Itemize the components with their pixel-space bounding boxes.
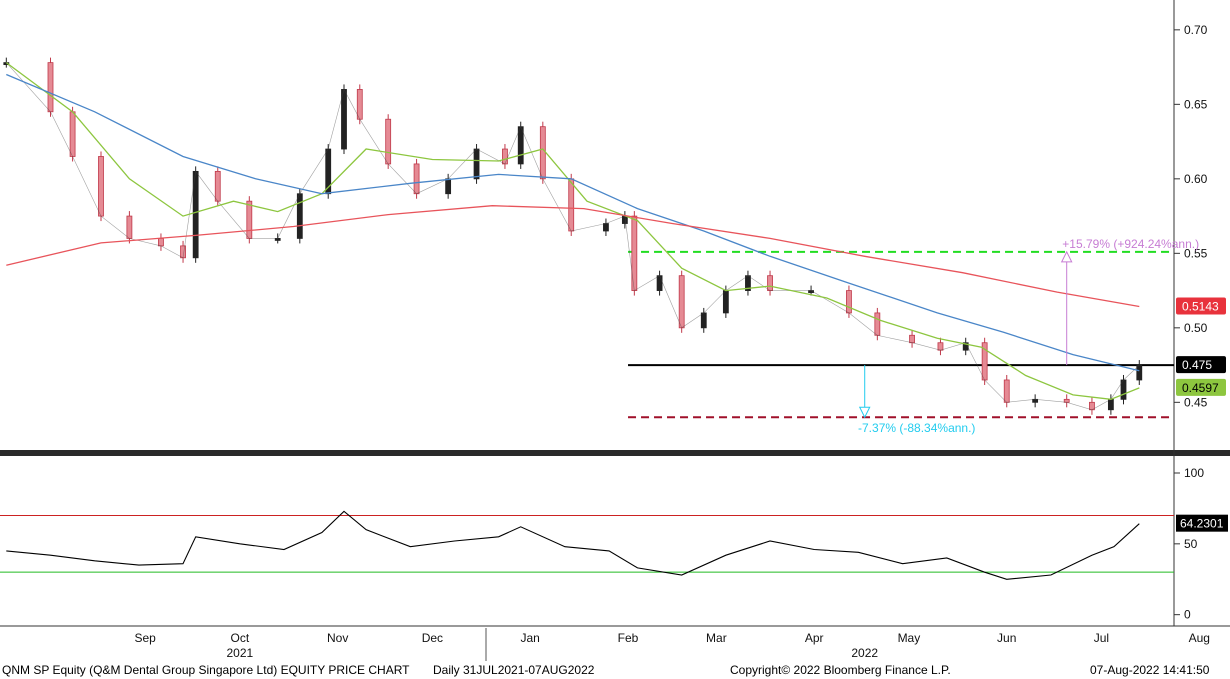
- indicator-tick-label: 100: [1184, 466, 1204, 480]
- candle-body: [341, 89, 347, 150]
- candle-body: [517, 126, 524, 165]
- panel-separator: [0, 450, 1230, 456]
- candle-body: [98, 156, 104, 217]
- indicator-tick-label: 50: [1184, 537, 1198, 551]
- price-close-line: [6, 62, 1140, 411]
- candle-body: [909, 334, 915, 344]
- footer-security-title: QNM SP Equity (Q&M Dental Group Singapor…: [2, 663, 410, 677]
- price-panel: [0, 0, 1174, 450]
- month-label: Aug: [1189, 631, 1210, 645]
- candle-body: [700, 312, 707, 329]
- candle-body: [1032, 398, 1039, 403]
- candle-body: [767, 275, 773, 291]
- candle-body: [568, 178, 575, 232]
- candle-body: [246, 200, 253, 239]
- candle-body: [473, 148, 480, 180]
- month-label: Apr: [805, 631, 824, 645]
- candle-body: [413, 163, 420, 195]
- candle-body: [656, 275, 663, 291]
- candle-body: [445, 178, 452, 195]
- indicator-panel: [0, 456, 1174, 626]
- measure-down-label: -7.37% (-88.34%ann.): [858, 421, 975, 435]
- moving-average-line: [5, 62, 1140, 400]
- footer-copyright: Copyright© 2022 Bloomberg Finance L.P.: [730, 663, 951, 677]
- rsi-badge-label: 64.2301: [1180, 517, 1224, 531]
- candle-body: [126, 215, 133, 239]
- candle-body: [539, 126, 546, 180]
- measure-down-arrow: [858, 406, 871, 419]
- candle-body: [603, 223, 609, 232]
- candle-body: [274, 238, 281, 241]
- year-label: 2021: [226, 646, 253, 660]
- year-label: 2022: [851, 646, 878, 660]
- price-badge-label: 0.5143: [1182, 300, 1219, 314]
- month-label: Jan: [521, 631, 540, 645]
- footer-timestamp: 07-Aug-2022 14:41:50: [1090, 663, 1210, 677]
- measure-up-arrow: [1060, 250, 1073, 263]
- month-label: Dec: [422, 631, 443, 645]
- rsi-badge: [1176, 514, 1228, 532]
- candle-body: [1136, 364, 1143, 381]
- chart-footer: QNM SP Equity (Q&M Dental Group Singapor…: [0, 661, 1230, 679]
- candle-body: [356, 89, 363, 120]
- candle-body: [385, 118, 392, 165]
- price-badge: [1176, 378, 1226, 396]
- candle-body: [846, 290, 852, 314]
- candle-body: [874, 312, 881, 336]
- candle-body: [1107, 398, 1114, 411]
- indicator-tick-label: 0: [1184, 608, 1191, 622]
- candle-body: [678, 275, 685, 329]
- candle-body: [937, 342, 944, 351]
- month-label: Sep: [134, 631, 156, 645]
- month-label: Jul: [1094, 631, 1109, 645]
- month-label: Feb: [618, 631, 639, 645]
- price-badge-label: 0.4597: [1182, 381, 1219, 395]
- price-tick-label: 0.45: [1184, 395, 1208, 409]
- candle-body: [1003, 379, 1010, 403]
- price-tick-label: 0.65: [1184, 97, 1208, 111]
- chart-canvas: 0.70 0.65 0.60 0.55 0.50 0.45 100 50 0 Sep Oct Nov D…: [0, 0, 1230, 661]
- price-badge: [1176, 356, 1226, 374]
- candle-body: [722, 290, 729, 314]
- month-label: Jun: [997, 631, 1016, 645]
- measure-up-label: +15.79% (+924.24%ann.): [1062, 237, 1199, 251]
- candle-body: [502, 148, 508, 165]
- moving-average-line: [6, 73, 1140, 372]
- month-label: Mar: [706, 631, 727, 645]
- footer-date-range: Daily 31JUL2021-07AUG2022: [433, 663, 595, 677]
- month-label: May: [898, 631, 921, 645]
- rsi-line: [6, 510, 1140, 580]
- moving-average-line: [6, 205, 1140, 308]
- price-badge-label: 0.475: [1182, 358, 1212, 372]
- candle-body: [69, 111, 76, 157]
- candle-body: [214, 170, 221, 202]
- candle-body: [296, 193, 303, 239]
- candle-body: [47, 62, 54, 113]
- month-label: Oct: [231, 631, 250, 645]
- price-tick-label: 0.60: [1184, 172, 1208, 186]
- candle-body: [158, 238, 164, 247]
- price-tick-label: 0.50: [1184, 321, 1208, 335]
- price-tick-label: 0.70: [1184, 23, 1208, 37]
- price-tick-label: 0.55: [1184, 246, 1208, 260]
- price-badge: [1176, 297, 1226, 315]
- month-label: Nov: [327, 631, 348, 645]
